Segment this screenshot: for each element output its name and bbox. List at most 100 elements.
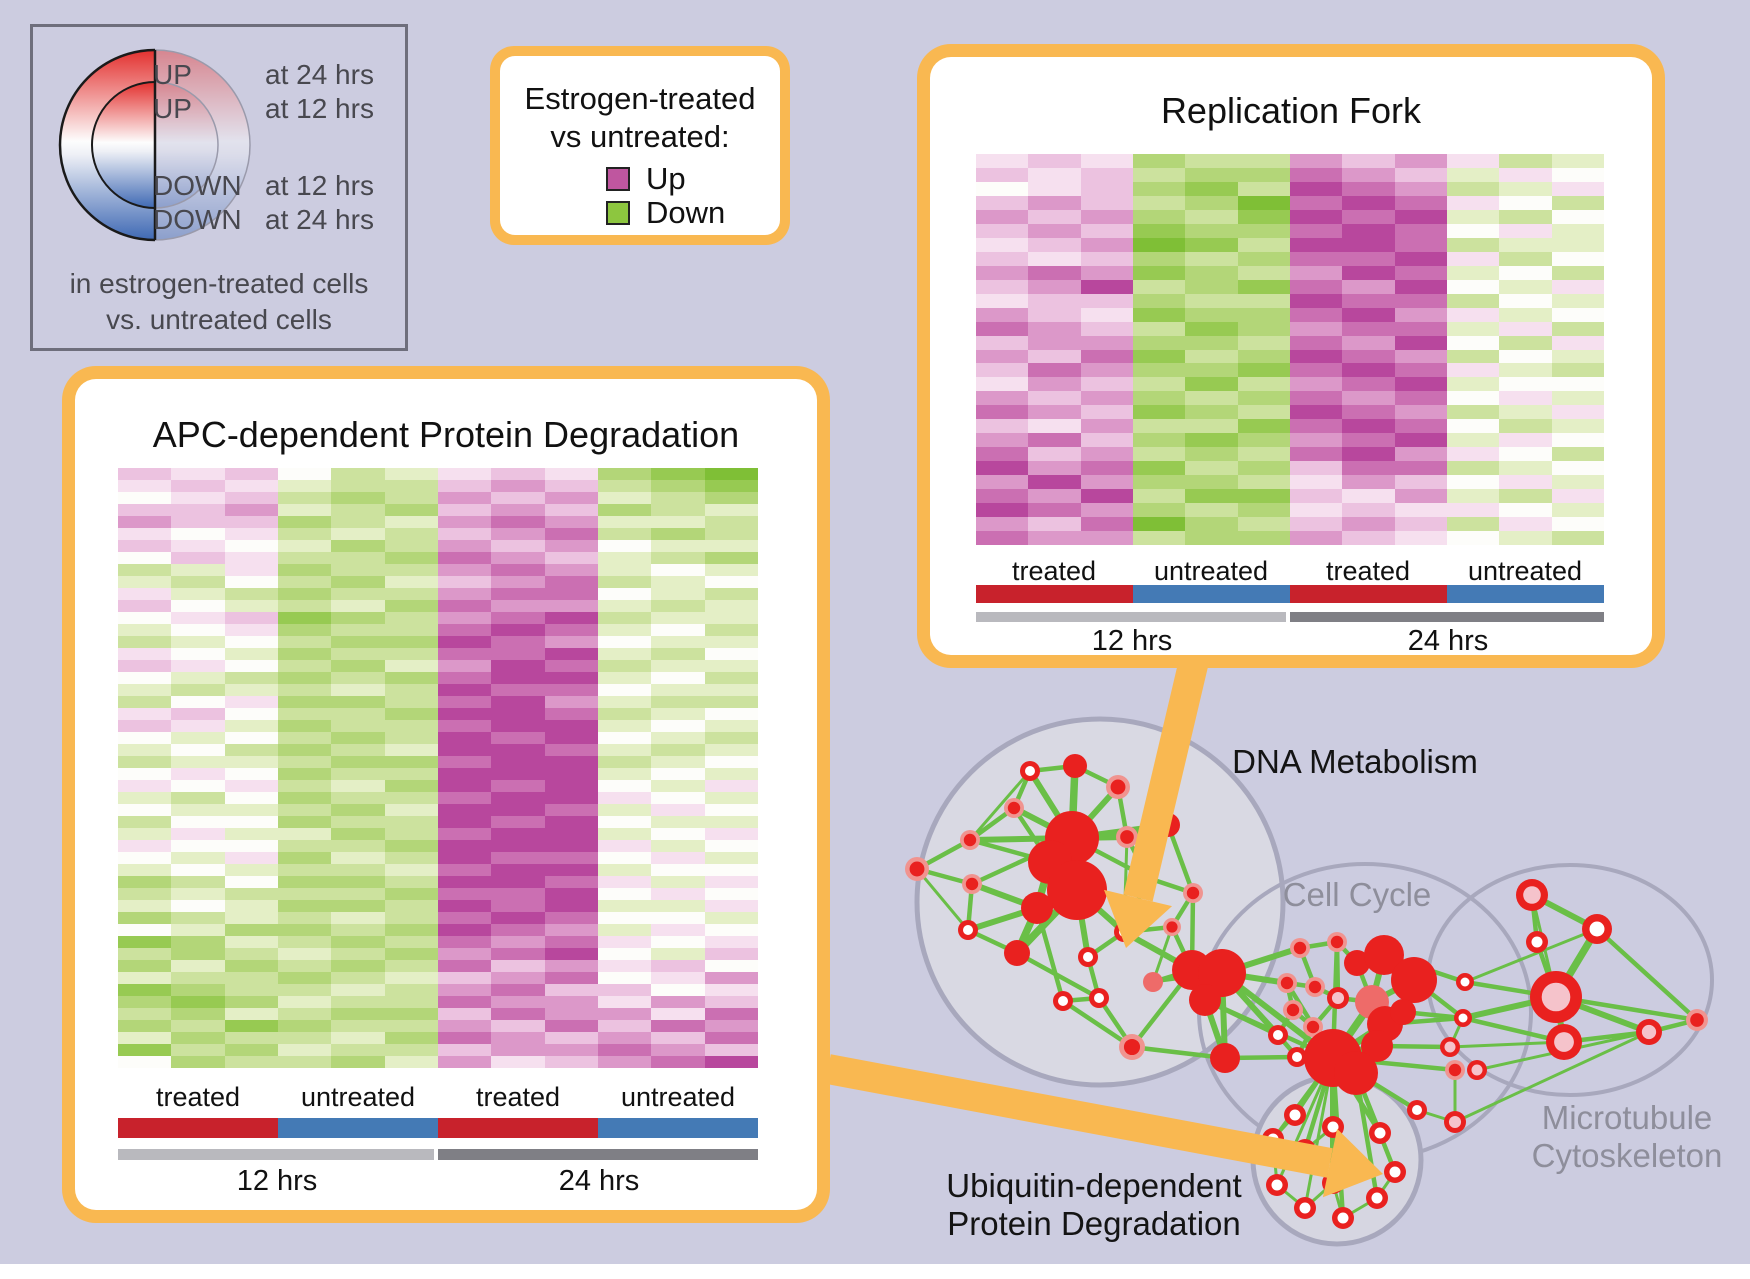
heatmap-cell [651, 720, 705, 732]
heatmap-cell [118, 1056, 172, 1068]
heatmap-cell [544, 648, 598, 660]
heatmap-cell [118, 816, 172, 828]
label-line: Protein Degradation [947, 1205, 1241, 1242]
heatmap-cell [704, 960, 758, 972]
heatmap-cell [1499, 223, 1552, 238]
heatmap-cell [1342, 349, 1395, 364]
heatmap-cell [1237, 167, 1290, 182]
network-node [1210, 1043, 1240, 1073]
network-node-center [1083, 952, 1093, 962]
heatmap-cell [1394, 349, 1447, 364]
heatmap-cell [384, 768, 438, 780]
heatmap-cell [1080, 154, 1133, 168]
heatmap-cell [651, 504, 705, 516]
heatmap-cell [1080, 489, 1133, 504]
heatmap-cell [1394, 419, 1447, 434]
heatmap-cell [1342, 391, 1395, 406]
heatmap-cell [1394, 531, 1447, 545]
heatmap-cell [1237, 209, 1290, 224]
heatmap-cell [277, 708, 332, 720]
heatmap-cell [331, 576, 385, 588]
updown-legend-title: Estrogen-treated [524, 81, 756, 116]
heatmap-cell [976, 321, 1029, 336]
heatmap-cell [331, 924, 385, 936]
network-node-center [1471, 1064, 1483, 1076]
heatmap-cell [544, 1056, 598, 1068]
heatmap-cell [491, 612, 545, 624]
heatmap-cell [1028, 475, 1081, 490]
heatmap-cell [651, 996, 705, 1008]
heatmap-cell [277, 1044, 332, 1056]
heatmap-cell [704, 1056, 758, 1068]
heatmap-cell [118, 528, 172, 540]
heatmap-cell [1028, 517, 1081, 532]
heatmap-cell [171, 600, 225, 612]
heatmap-cell [544, 1008, 598, 1020]
heatmap-cell [384, 576, 438, 588]
heatmap-cell [224, 900, 278, 912]
heatmap-cell [491, 888, 545, 900]
heatmap-cell [331, 468, 385, 480]
heatmap-cell [1342, 503, 1395, 518]
heatmap-cell [224, 732, 278, 744]
network-node-center [1299, 1202, 1311, 1214]
heatmap-cell [224, 708, 278, 720]
heatmap-cell [118, 1008, 172, 1020]
network-node-center [1327, 1121, 1339, 1133]
heatmap-cell [1185, 154, 1238, 168]
heatmap-cell [437, 552, 492, 564]
heatmap-cell [437, 780, 492, 792]
legend-time: at 12 hrs [265, 93, 374, 124]
heatmap-cell [277, 600, 332, 612]
heatmap-cell [118, 876, 172, 888]
heatmap-cell [651, 828, 705, 840]
heatmap-cell [1185, 209, 1238, 224]
heatmap-cell [1132, 363, 1186, 378]
heatmap-cell [224, 612, 278, 624]
network-node [1364, 935, 1404, 975]
heatmap-cell [704, 528, 758, 540]
heatmap-cell [1080, 335, 1133, 350]
heatmap-cell [277, 468, 332, 480]
heatmap-cell [1446, 154, 1500, 168]
heatmap-cell [1394, 195, 1447, 210]
heatmap-cell [1237, 251, 1290, 266]
heatmap-cell [1028, 237, 1081, 252]
heatmap-cell [1132, 251, 1186, 266]
heatmap-cell [597, 624, 652, 636]
heatmap-cell [704, 864, 758, 876]
heatmap-cell [1028, 377, 1081, 392]
heatmap-cell [1551, 321, 1604, 336]
heatmap-cell [651, 852, 705, 864]
heatmap-cell [437, 888, 492, 900]
heatmap-cell [704, 1032, 758, 1044]
apc-degradation-heatmap [118, 468, 758, 1068]
treated-bar [976, 585, 1133, 603]
heatmap-cell [118, 888, 172, 900]
heatmap-cell [437, 636, 492, 648]
heatmap-cell [171, 852, 225, 864]
heatmap-cell [437, 756, 492, 768]
heatmap-cell [544, 624, 598, 636]
heatmap-cell [384, 936, 438, 948]
heatmap-cell [1499, 237, 1552, 252]
network-edge [1594, 926, 1700, 1023]
heatmap-cell [491, 984, 545, 996]
heatmap-cell [384, 900, 438, 912]
heatmap-cell [437, 600, 492, 612]
heatmap-cell [1289, 223, 1343, 238]
heatmap-cell [491, 972, 545, 984]
heatmap-cell [1446, 181, 1500, 196]
heatmap-cell [1237, 195, 1290, 210]
heatmap-cell [1237, 447, 1290, 462]
heatmap-cell [544, 576, 598, 588]
heatmap-cell [704, 684, 758, 696]
heatmap-cell [704, 924, 758, 936]
heatmap-cell [651, 1008, 705, 1020]
heatmap-cell [704, 540, 758, 552]
heatmap-cell [1080, 433, 1133, 448]
heatmap-cell [171, 960, 225, 972]
heatmap-cell [704, 720, 758, 732]
heatmap-cell [277, 780, 332, 792]
replication-fork-heatmap [976, 154, 1604, 545]
